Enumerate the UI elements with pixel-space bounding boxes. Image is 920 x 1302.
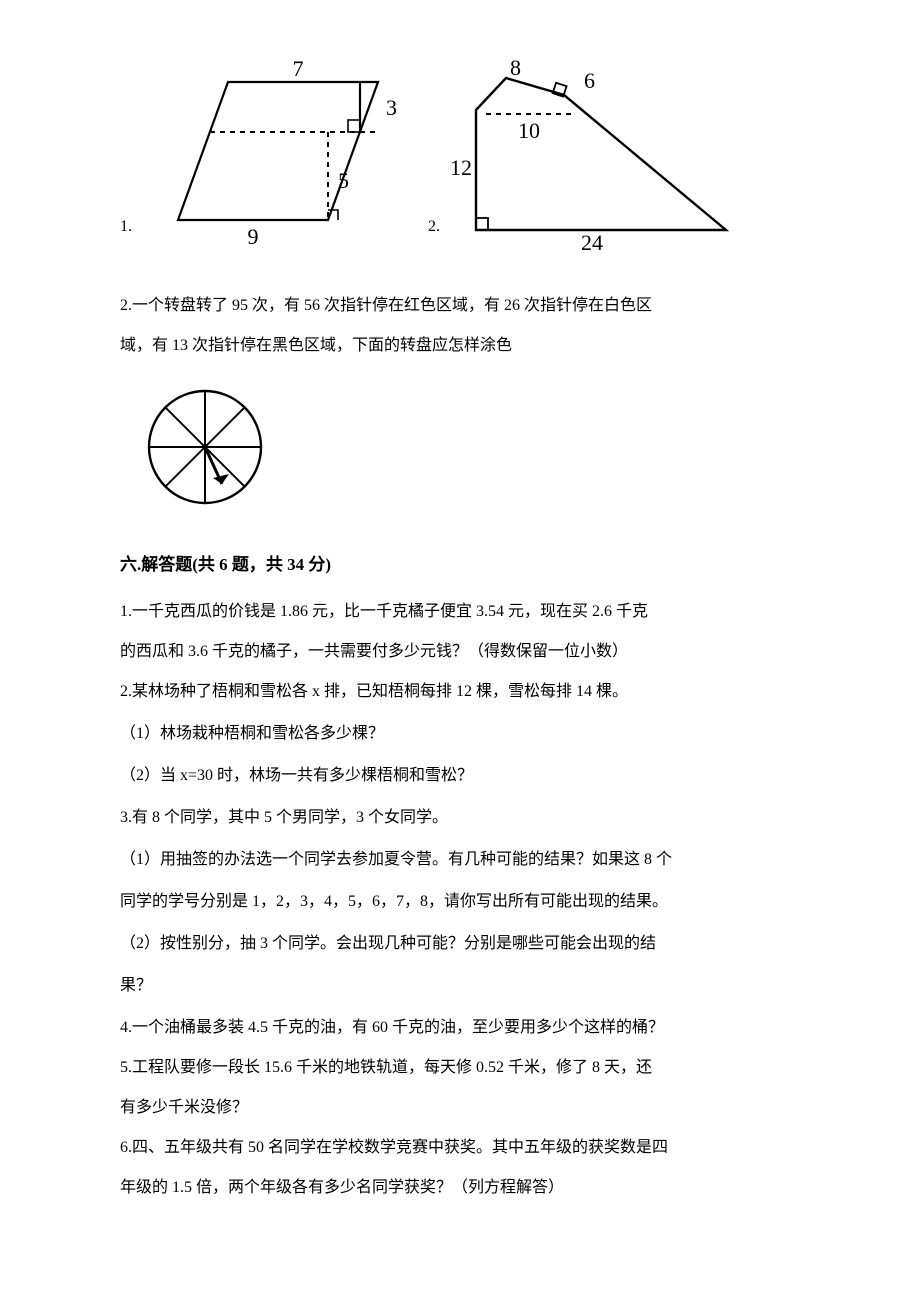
fig1-right: 3 <box>386 95 397 120</box>
fig1-mid: 5 <box>338 168 349 193</box>
p4: 4.一个油桶最多装 4.5 千克的油，有 60 千克的油，至少要用多少个这样的桶… <box>120 1012 810 1044</box>
q2-line2: 域，有 13 次指针停在黑色区域，下面的转盘应怎样涂色 <box>120 330 810 362</box>
fig1-top: 7 <box>293 60 304 81</box>
p3s1b: 同学的学号分别是 1，2，3，4，5，6，7，8，请你写出所有可能出现的结果。 <box>120 886 810 918</box>
fig1-svg: 7 3 5 9 <box>138 60 398 250</box>
p3s1a: （1）用抽签的办法选一个同学去参加夏令营。有几种可能的结果？如果这 8 个 <box>120 844 810 876</box>
p1b: 的西瓜和 3.6 千克的橘子，一共需要付多少元钱？（得数保留一位小数） <box>120 636 810 668</box>
p3s2b: 果？ <box>120 970 810 1002</box>
fig1-label: 1. <box>120 214 132 240</box>
fig1-bottom: 9 <box>248 224 259 249</box>
figure-2: 2. 8 6 10 12 24 <box>428 60 746 250</box>
fig2-left: 12 <box>450 155 472 180</box>
p2s1: （1）林场栽种梧桐和雪松各多少棵？ <box>120 718 810 750</box>
p5a: 5.工程队要修一段长 15.6 千米的地铁轨道，每天修 0.52 千米，修了 8… <box>120 1052 810 1084</box>
p3: 3.有 8 个同学，其中 5 个男同学，3 个女同学。 <box>120 802 810 834</box>
p6a: 6.四、五年级共有 50 名同学在学校数学竞赛中获奖。其中五年级的获奖数是四 <box>120 1132 810 1164</box>
p1a: 1.一千克西瓜的价钱是 1.86 元，比一千克橘子便宜 3.54 元，现在买 2… <box>120 596 810 628</box>
fig2-inner: 10 <box>518 118 540 143</box>
p3s2a: （2）按性别分，抽 3 个同学。会出现几种可能？分别是哪些可能会出现的结 <box>120 928 810 960</box>
p2s2: （2）当 x=30 时，林场一共有多少棵梧桐和雪松？ <box>120 760 810 792</box>
p2: 2.某林场种了梧桐和雪松各 x 排，已知梧桐每排 12 棵，雪松每排 14 棵。 <box>120 676 810 708</box>
fig2-tr: 6 <box>584 68 595 93</box>
spinner-figure <box>140 382 810 521</box>
section-6-title: 六.解答题(共 6 题，共 34 分) <box>120 551 810 578</box>
fig2-label: 2. <box>428 214 440 240</box>
fig2-tl: 8 <box>510 60 521 80</box>
p5b: 有多少千米没修？ <box>120 1092 810 1124</box>
fig2-svg: 8 6 10 12 24 <box>446 60 746 250</box>
figure-row: 1. 7 3 5 9 2. <box>120 60 810 250</box>
figure-1: 1. 7 3 5 9 <box>120 60 398 250</box>
q2-line1: 2.一个转盘转了 95 次，有 56 次指针停在红色区域，有 26 次指针停在白… <box>120 290 810 322</box>
p6b: 年级的 1.5 倍，两个年级各有多少名同学获奖？（列方程解答） <box>120 1172 810 1204</box>
spinner-svg <box>140 382 270 512</box>
fig2-bottom: 24 <box>581 230 603 250</box>
